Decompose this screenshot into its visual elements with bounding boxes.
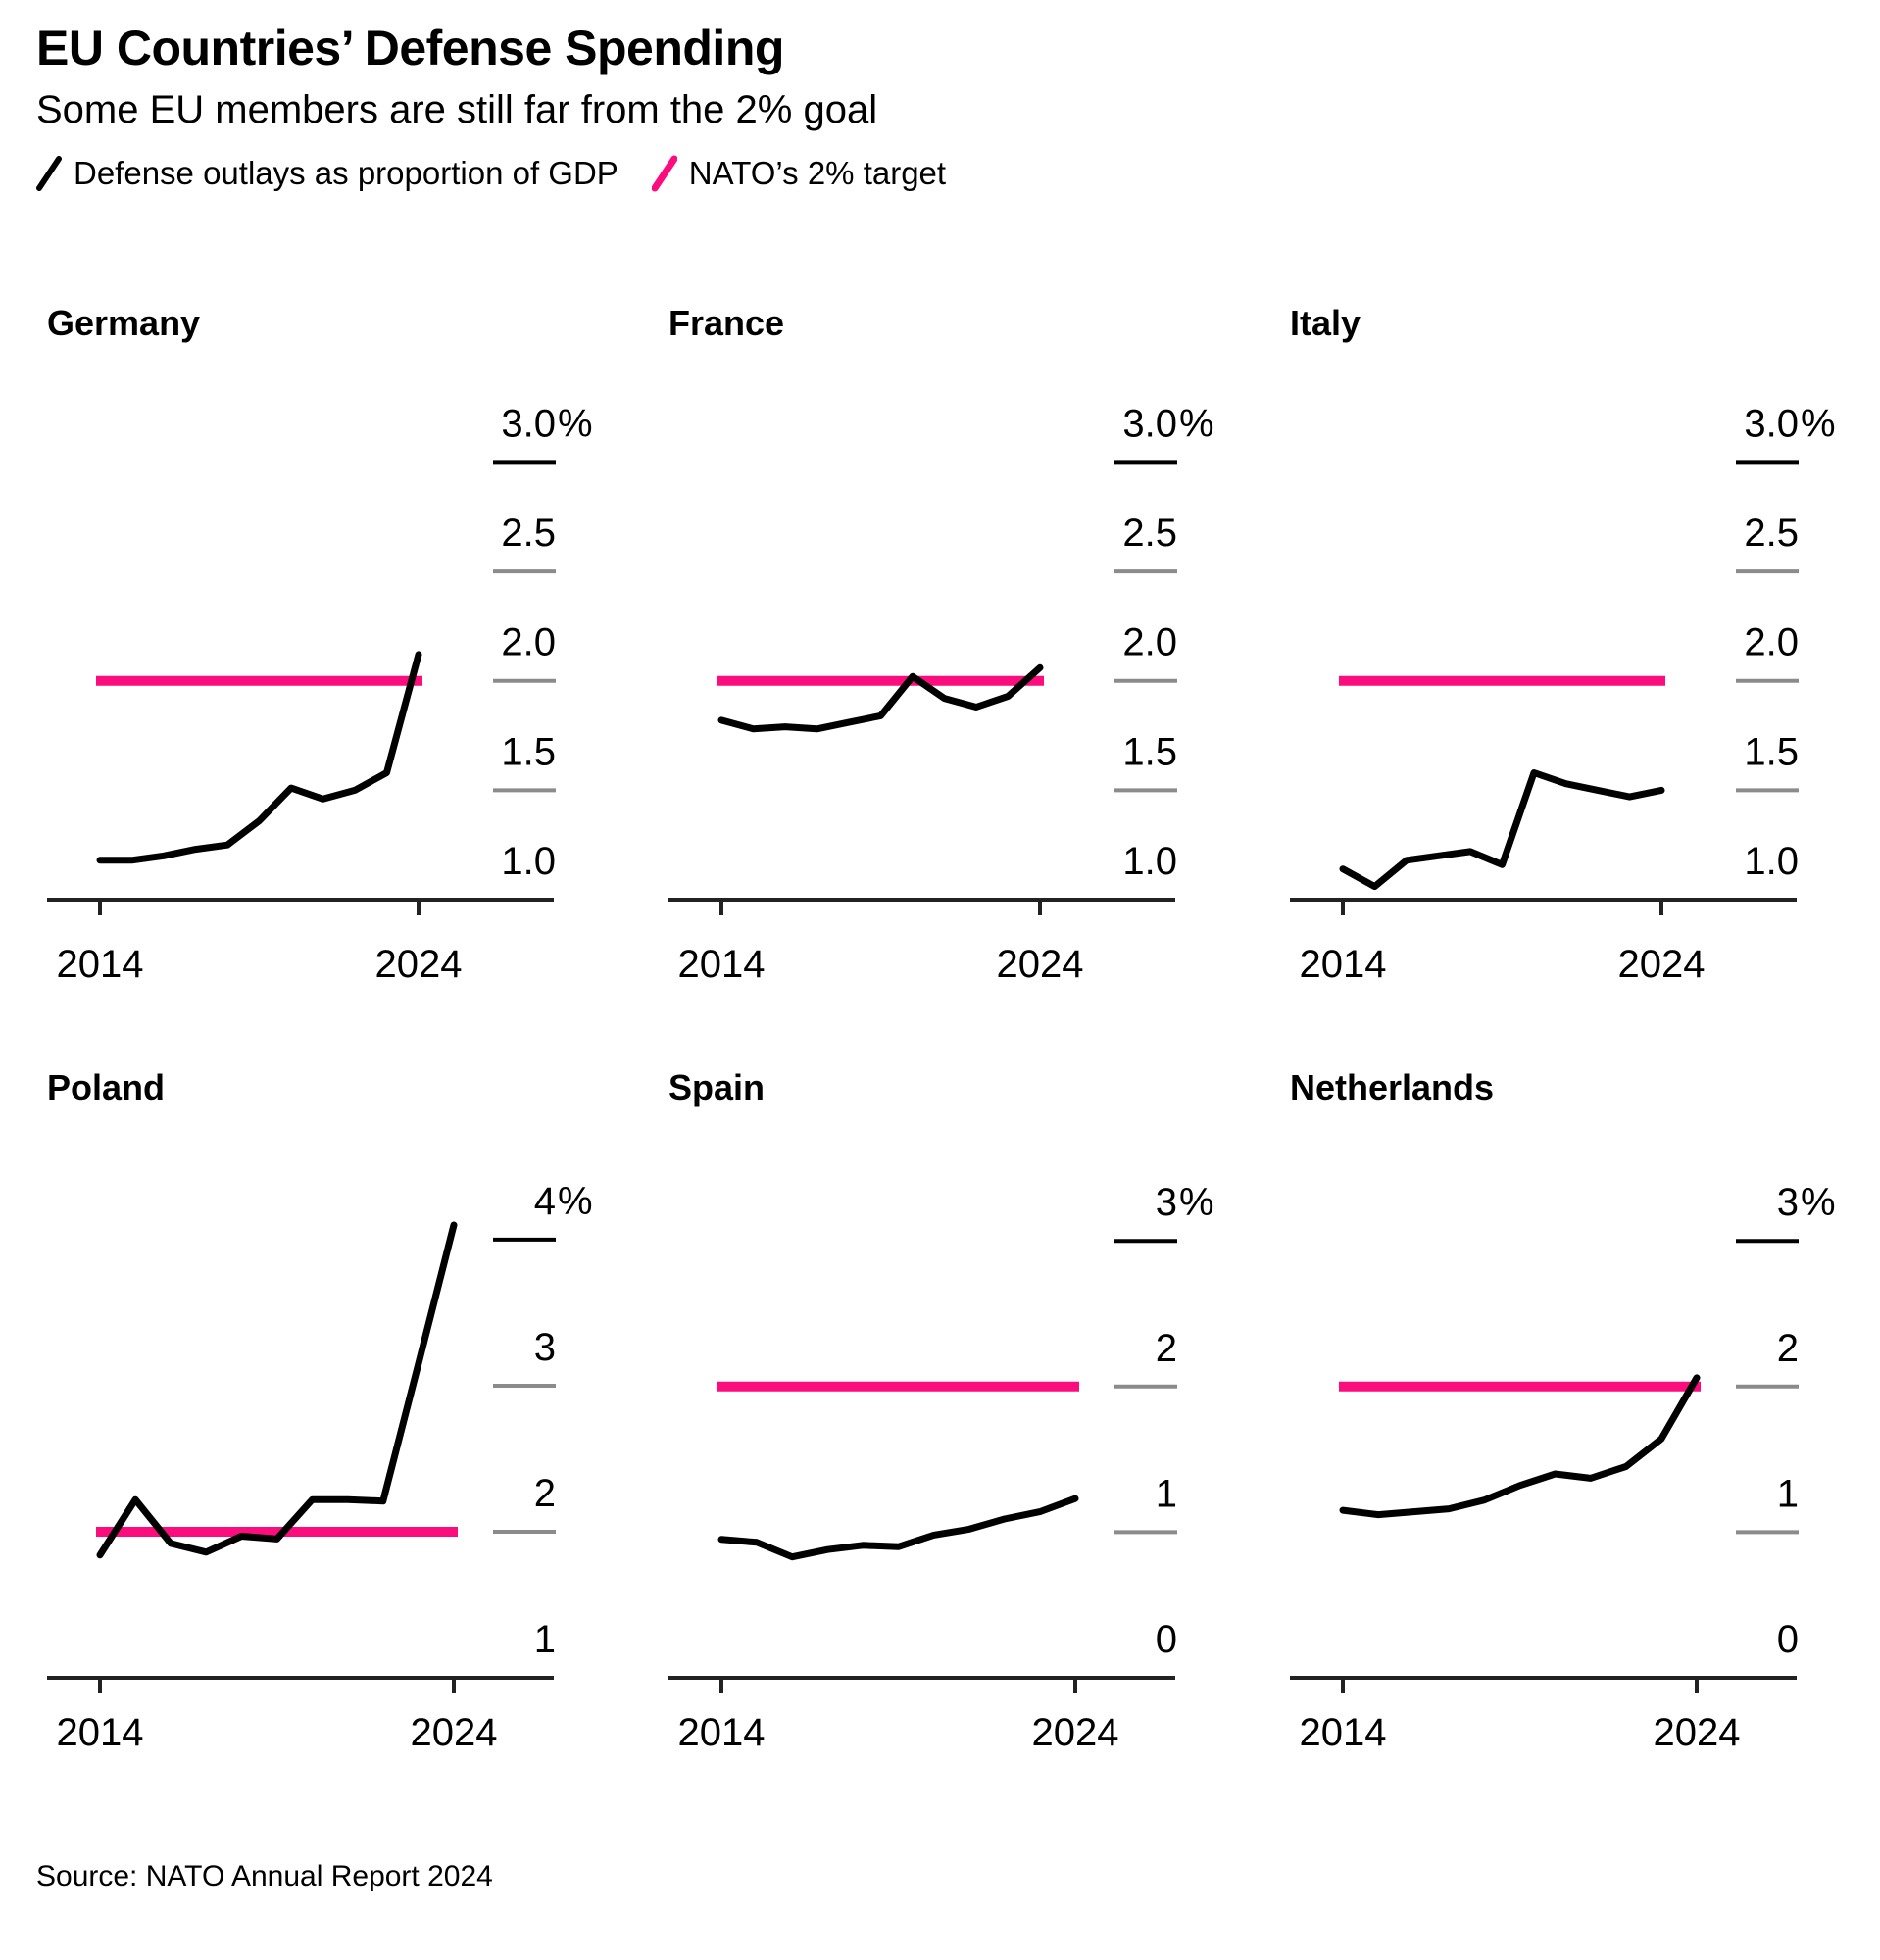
chart-spain: Spain 3% 2 1 0 2014 2024 [668,1068,1276,1764]
svg-text:2024: 2024 [411,1711,498,1754]
svg-text:0: 0 [1156,1618,1177,1661]
svg-text:1.0: 1.0 [501,840,556,883]
svg-text:2.5: 2.5 [1744,512,1799,555]
svg-text:3: 3 [1777,1181,1799,1224]
svg-text:4: 4 [534,1180,556,1223]
svg-text:3.0: 3.0 [501,402,556,445]
svg-text:2.0: 2.0 [1744,621,1799,664]
svg-text:2024: 2024 [1654,1711,1741,1754]
italy-line-chart: 3.0 % 2.5 2.0 1.5 1.0 2014 2024 [1290,402,1836,986]
chart-title-germany: Germany [47,303,201,343]
svg-text:2.0: 2.0 [1122,621,1177,664]
svg-text:2024: 2024 [375,943,463,986]
svg-text:1.5: 1.5 [1744,730,1799,773]
legend: Defense outlays as proportion of GDP NAT… [36,155,946,192]
svg-text:2: 2 [1156,1327,1177,1370]
svg-text:3.0: 3.0 [1744,402,1799,445]
page-subtitle: Some EU members are still far from the 2… [36,88,878,131]
svg-text:2014: 2014 [57,943,144,986]
black-line-swatch-icon [36,156,62,191]
legend-label: NATO’s 2% target [688,155,947,191]
chart-netherlands: Netherlands 3% 2 1 0 2014 2024 [1290,1068,1880,1764]
svg-text:2014: 2014 [57,1711,144,1754]
legend-item-nato-target: NATO’s 2% target [651,155,947,192]
svg-text:1.5: 1.5 [1122,730,1177,773]
svg-text:3.0: 3.0 [1122,402,1177,445]
netherlands-line-chart: 3 % 2 1 0 2014 2024 [1290,1181,1836,1754]
chart-france: France 3.0% 2.5 2.0 1.5 1.0 2014 2024 [668,304,1276,1000]
legend-label: Defense outlays as proportion of GDP [74,155,618,191]
chart-italy: Italy 3.0% 2.5 2.0 1.5 1.0 2014 2024 [1290,304,1880,1000]
spain-line-chart: 3 % 2 1 0 2014 2024 [668,1181,1214,1754]
chart-title-poland: Poland [47,1067,166,1107]
svg-text:2.5: 2.5 [1122,512,1177,555]
svg-text:2.0: 2.0 [501,621,556,664]
svg-text:2014: 2014 [678,943,766,986]
svg-text:0: 0 [1777,1618,1799,1661]
svg-text:1: 1 [1156,1472,1177,1515]
svg-text:%: % [558,402,593,445]
svg-text:2014: 2014 [678,1711,766,1754]
chart-title-france: France [668,303,785,343]
germany-line-chart: 3.0 % 2.5 2.0 1.5 1.0 2014 2024 [47,402,593,986]
svg-text:1: 1 [1777,1472,1799,1515]
svg-text:2014: 2014 [1300,943,1387,986]
chart-poland: Poland 4% 3 2 1 2014 2024 [47,1068,655,1764]
svg-text:2014: 2014 [1300,1711,1387,1754]
chart-title-netherlands: Netherlands [1290,1067,1495,1107]
source-note: Source: NATO Annual Report 2024 [36,1860,493,1892]
svg-text:2024: 2024 [1032,1711,1119,1754]
chart-germany: Germany 3.0% 2.5 2.0 1.5 1.0 2014 2024 [47,304,655,1000]
france-line-chart: 3.0 % 2.5 2.0 1.5 1.0 2014 2024 [668,402,1214,986]
svg-text:1.0: 1.0 [1122,840,1177,883]
svg-text:3: 3 [534,1326,556,1369]
chart-title-spain: Spain [668,1067,766,1107]
chart-title-italy: Italy [1290,303,1361,343]
svg-text:1.0: 1.0 [1744,840,1799,883]
poland-line-chart: 4 % 3 2 1 2014 2024 [47,1180,593,1754]
legend-item-defense-outlays: Defense outlays as proportion of GDP [36,155,618,192]
page-title: EU Countries’ Defense Spending [36,21,784,75]
svg-text:%: % [1801,1181,1836,1224]
svg-text:2024: 2024 [1618,943,1706,986]
svg-text:1.5: 1.5 [501,730,556,773]
svg-text:1: 1 [534,1618,556,1661]
svg-text:%: % [558,1180,593,1223]
svg-text:%: % [1179,1181,1214,1224]
svg-text:2024: 2024 [997,943,1084,986]
svg-text:2: 2 [534,1472,556,1515]
svg-text:2: 2 [1777,1327,1799,1370]
svg-text:3: 3 [1156,1181,1177,1224]
chart-header: EU Countries’ Defense Spending Some EU m… [36,20,946,192]
svg-text:%: % [1179,402,1214,445]
pink-line-swatch-icon [651,155,677,192]
svg-text:2.5: 2.5 [501,512,556,555]
svg-text:%: % [1801,402,1836,445]
